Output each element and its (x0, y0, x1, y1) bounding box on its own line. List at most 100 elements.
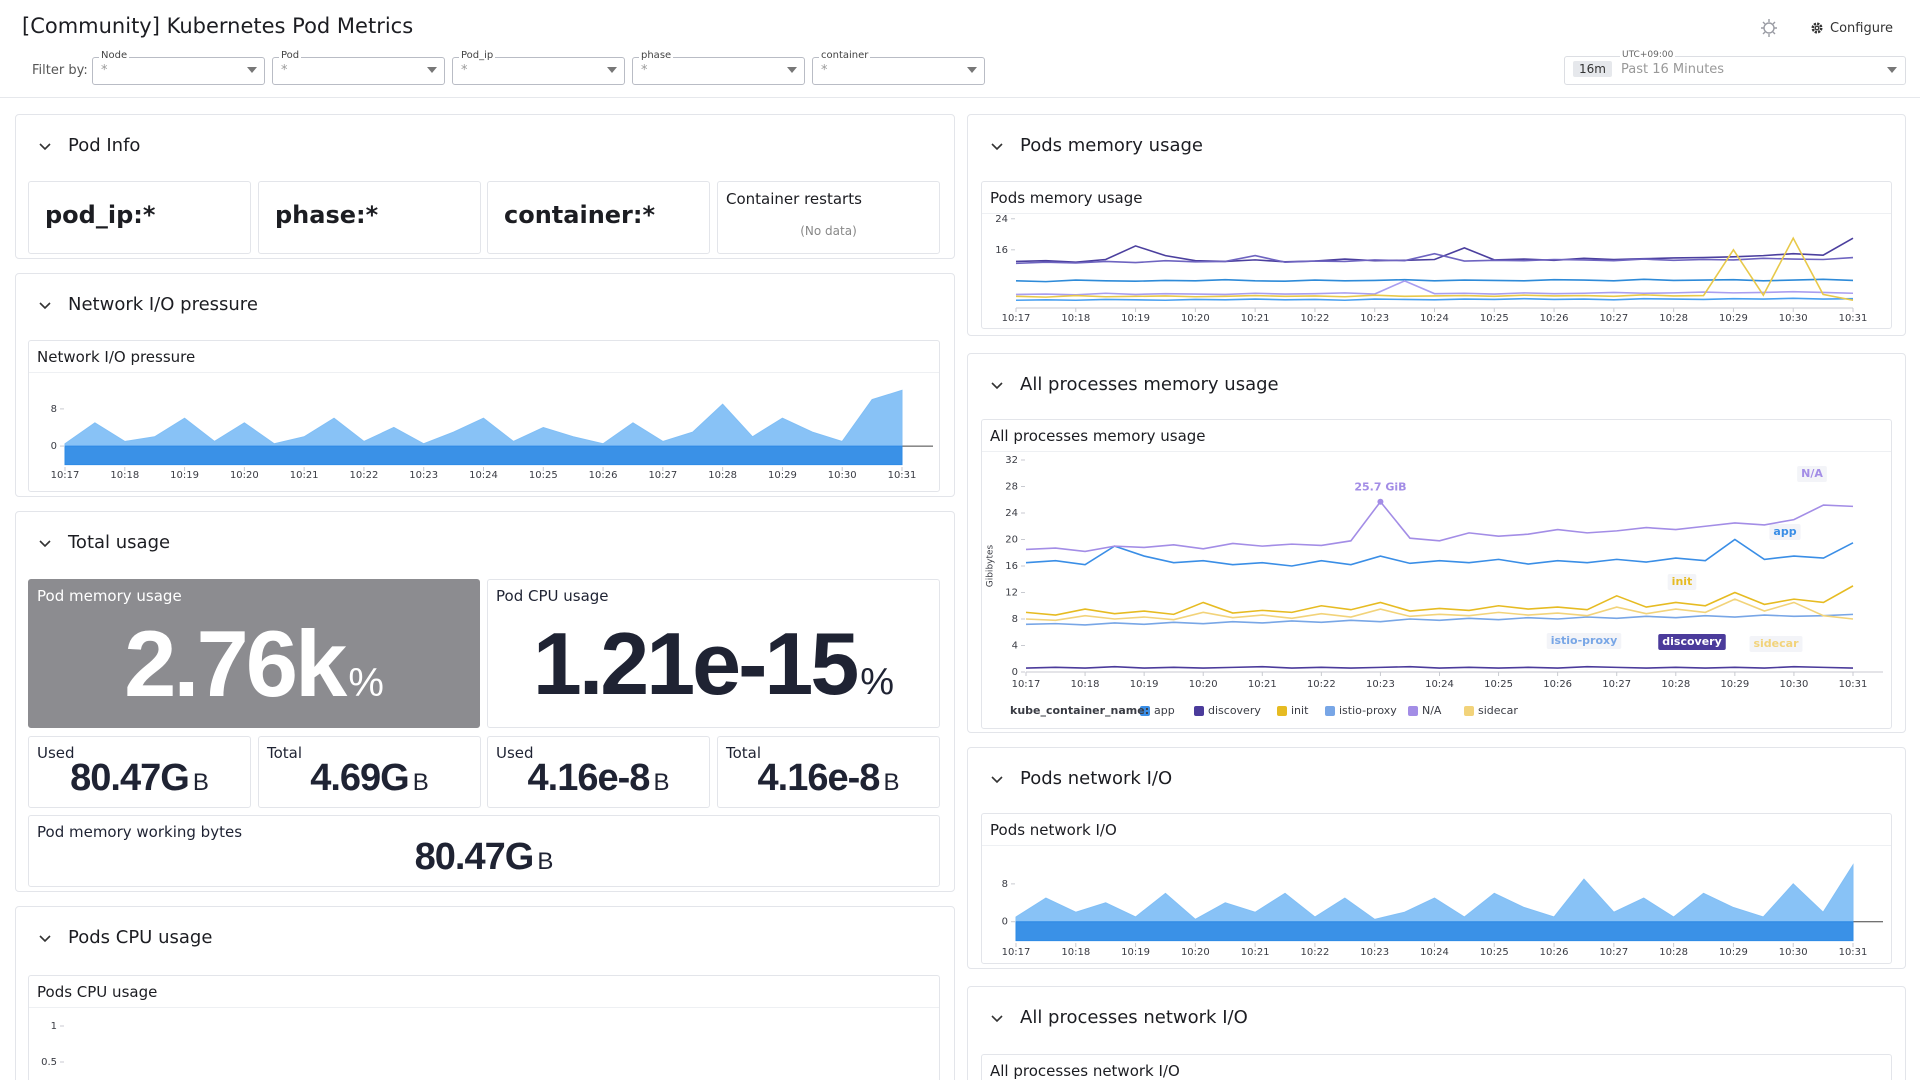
filter-label: Filter by: (32, 63, 88, 78)
collapse-chevron[interactable] (38, 299, 52, 313)
time-range-text: Past 16 Minutes (1621, 62, 1725, 77)
value-number: 2.76k (124, 611, 347, 716)
tile-value: 4.69G B (259, 757, 480, 800)
filter-name: phase (639, 50, 674, 62)
caret (247, 67, 257, 73)
panel-title: Total usage (68, 532, 171, 553)
collapse-chevron[interactable] (990, 140, 1004, 154)
value-unit: B (537, 848, 554, 875)
value-unit: B (653, 769, 670, 796)
chart-title: Pods network I/O (990, 821, 1117, 839)
chart-box: Pods memory usage (981, 181, 1892, 329)
page-title: [Community] Kubernetes Pod Metrics (22, 14, 414, 38)
configure-button[interactable]: Configure (1810, 18, 1893, 38)
dropdown-caret (967, 67, 977, 73)
filter-value: * (461, 63, 468, 78)
stat-tile: Used 80.47G B (28, 736, 251, 808)
tile-value: 2.76k% (29, 610, 479, 718)
no-data: (No data) (800, 224, 857, 238)
info-tile-text: phase:* (275, 201, 379, 229)
header-divider (0, 97, 1920, 98)
info-tile: phase:* (258, 181, 481, 254)
panel-title: Network I/O pressure (68, 294, 258, 315)
value-unit: B (192, 769, 209, 796)
chart-title-divider (982, 451, 1891, 452)
panel-title: All processes memory usage (1020, 374, 1279, 395)
info-tile-text: container:* (504, 201, 656, 229)
filter-value: * (101, 63, 108, 78)
chevron (991, 1015, 1003, 1023)
value-tile: Pod CPU usage 1.21e-15% (487, 579, 940, 728)
tile-title: Used (496, 744, 534, 762)
chart-title: All processes network I/O (990, 1062, 1180, 1080)
dropdown-caret (1887, 67, 1897, 73)
info-tile: pod_ip:* (28, 181, 251, 254)
info-tile: Container restarts (No data) (717, 181, 940, 254)
chart-box: Pods CPU usage (28, 975, 940, 1080)
filter-name: container (819, 50, 871, 62)
stat-tile: Total 4.16e-8 B (717, 736, 940, 808)
chart-box: All processes network I/O (981, 1054, 1892, 1080)
chevron (39, 935, 51, 943)
panel-title: Pods CPU usage (68, 927, 213, 948)
collapse-chevron[interactable] (990, 379, 1004, 393)
chevron (991, 776, 1003, 784)
tile-value: 4.16e-8 B (488, 757, 709, 800)
filter-name: Pod (279, 50, 302, 62)
value-number: 4.69G (310, 757, 410, 799)
chevron (991, 143, 1003, 151)
value-number: 4.16e-8 (757, 757, 881, 799)
gear-icon (1811, 22, 1823, 34)
filter-value: * (281, 63, 288, 78)
caret (967, 67, 977, 73)
filter-dropdown[interactable]: container * (812, 50, 985, 85)
filter-dropdown[interactable]: Pod * (272, 50, 445, 85)
dropdown-caret (247, 67, 257, 73)
settings-icon[interactable] (1758, 16, 1780, 38)
chart-title-divider (982, 213, 1891, 214)
collapse-chevron[interactable] (990, 1012, 1004, 1026)
chart-title: Network I/O pressure (37, 348, 196, 366)
chart-title: Pods memory usage (990, 189, 1143, 207)
filter-dropdown[interactable]: phase * (632, 50, 805, 85)
value-unit: B (883, 769, 900, 796)
tile-title: Pod memory working bytes (37, 823, 243, 841)
chevron (39, 302, 51, 310)
tile-value: 4.16e-8 B (718, 757, 939, 800)
chart-title-divider (982, 845, 1891, 846)
panel-title: Pod Info (68, 135, 141, 156)
tile-title: Total (267, 744, 303, 762)
tile-value: 1.21e-15% (488, 613, 939, 715)
tile-title: Pod memory usage (37, 587, 182, 605)
collapse-chevron[interactable] (38, 932, 52, 946)
dropdown-caret (607, 67, 617, 73)
panel-title: All processes network I/O (1020, 1007, 1248, 1028)
value-number: 1.21e-15 (532, 614, 859, 713)
filter-dropdown[interactable]: Pod_ip * (452, 50, 625, 85)
filter-value: * (641, 63, 648, 78)
chevron (39, 540, 51, 548)
collapse-chevron[interactable] (990, 773, 1004, 787)
collapse-chevron[interactable] (38, 140, 52, 154)
value-unit: % (860, 661, 895, 703)
info-tile-text: pod_ip:* (45, 201, 156, 229)
chart-box: Network I/O pressure (28, 340, 940, 492)
dropdown-caret (787, 67, 797, 73)
timezone-label: UTC+09:00 (1620, 50, 1676, 61)
tile-title: Used (37, 744, 75, 762)
chart-title: All processes memory usage (990, 427, 1206, 445)
panel-title: Pods network I/O (1020, 768, 1173, 789)
dropdown-caret (427, 67, 437, 73)
sun-icon (1761, 19, 1777, 37)
tile-title: Container restarts (726, 190, 862, 208)
chart-title: Pods CPU usage (37, 983, 158, 1001)
tile-title: Pod CPU usage (496, 587, 609, 605)
chevron (991, 382, 1003, 390)
filter-name: Node (99, 50, 130, 62)
time-range-picker[interactable]: UTC+09:00 16m Past 16 Minutes (1564, 50, 1906, 85)
panel: Pod Info (15, 114, 955, 259)
filter-dropdown[interactable]: Node * (92, 50, 265, 85)
chart-box: Pods network I/O (981, 813, 1892, 964)
collapse-chevron[interactable] (38, 537, 52, 551)
caret (787, 67, 797, 73)
